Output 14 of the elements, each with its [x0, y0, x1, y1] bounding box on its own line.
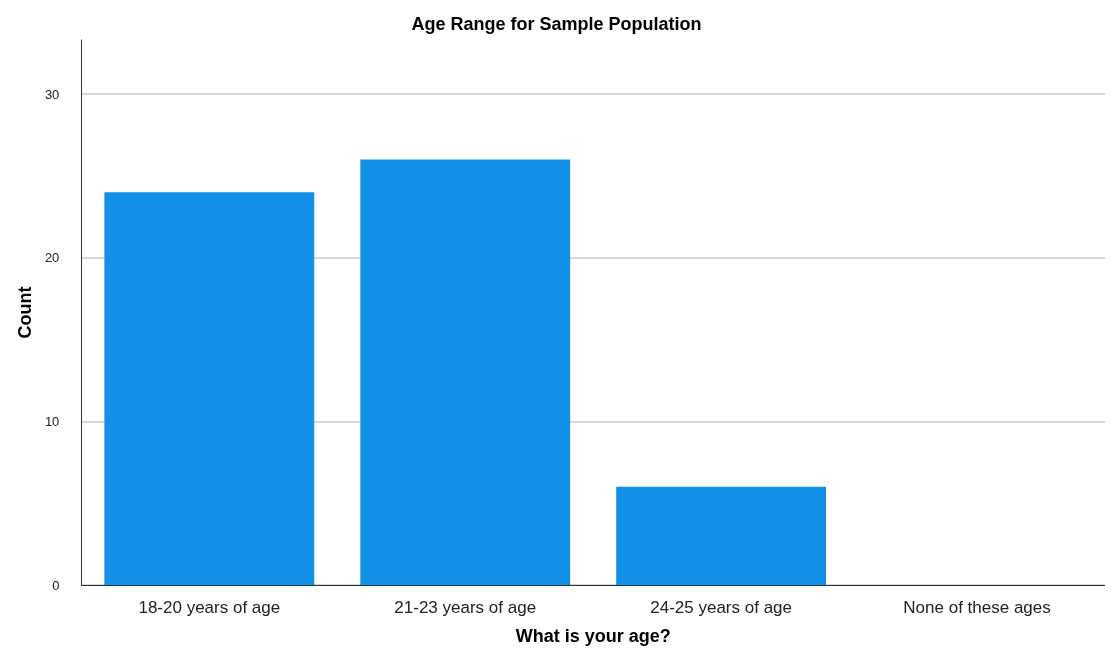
x-tick-label: None of these ages	[903, 598, 1051, 617]
x-tick-label: 18-20 years of age	[138, 598, 281, 617]
bar	[104, 192, 315, 585]
chart-title: Age Range for Sample Population	[411, 14, 702, 34]
bar	[360, 159, 571, 585]
x-tick-label: 21-23 years of age	[394, 598, 537, 617]
y-tick-label: 0	[52, 577, 60, 593]
y-axis-title: Count	[15, 286, 35, 339]
bar	[616, 486, 827, 585]
y-tick-label: 30	[44, 86, 60, 102]
x-tick-label: 24-25 years of age	[650, 598, 793, 617]
x-axis-title: What is your age?	[515, 626, 671, 646]
y-tick-label: 20	[44, 250, 60, 266]
y-tick-label: 10	[44, 413, 60, 429]
